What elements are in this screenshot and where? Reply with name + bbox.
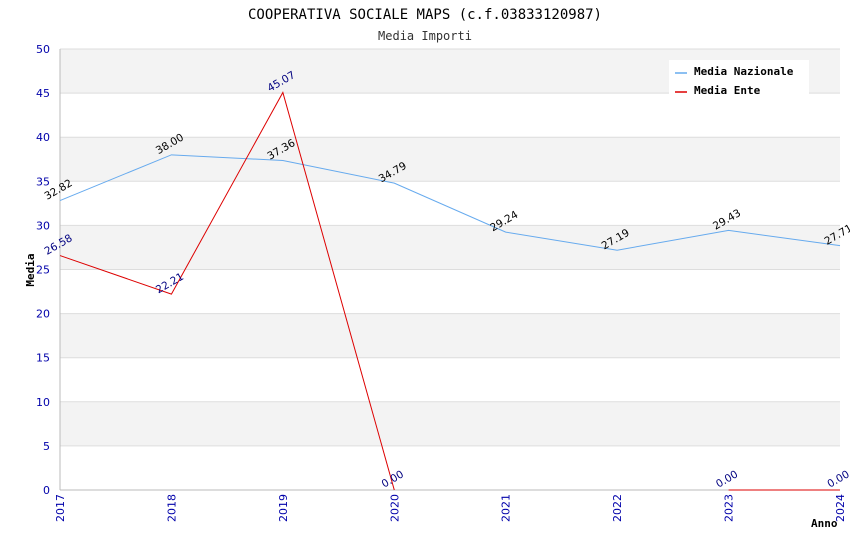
x-tick-labels: 2017 2018 2019 2020 2021 2022 2023 2024	[54, 494, 847, 522]
series-line-ente	[59, 91, 395, 491]
legend-label-nazionale: Media Nazionale	[694, 65, 794, 78]
y-tick-label: 35	[36, 175, 50, 188]
x-tick-label: 2019	[277, 494, 290, 522]
y-axis-label: Media	[24, 253, 37, 286]
chart-subtitle: Media Importi	[378, 29, 472, 43]
x-tick-label: 2021	[500, 494, 513, 522]
y-tick-labels: 0 5 10 15 20 25 30 35 40 45 50	[36, 43, 50, 497]
x-axis-label: Anno	[811, 517, 838, 530]
data-label-ente: 22.21	[154, 271, 186, 296]
grid-band	[60, 313, 840, 358]
x-tick-label: 2017	[54, 494, 67, 522]
y-tick-label: 0	[43, 484, 50, 497]
x-tick-label: 2022	[611, 494, 624, 522]
chart-title: COOPERATIVA SOCIALE MAPS (c.f.0383312098…	[248, 7, 602, 23]
y-tick-label: 20	[36, 308, 50, 321]
grid-band	[60, 225, 840, 270]
x-tick-label: 2020	[388, 494, 401, 522]
legend-label-ente: Media Ente	[694, 84, 761, 97]
series-lines	[59, 91, 841, 491]
data-label-ente: 0.00	[714, 468, 740, 490]
grid-band	[60, 137, 840, 182]
y-tick-label: 45	[36, 87, 50, 100]
y-tick-label: 30	[36, 219, 50, 232]
x-tick-label: 2023	[723, 494, 736, 522]
series-line-nazionale	[59, 154, 841, 251]
data-label-ente: 0.00	[825, 468, 850, 490]
gridlines	[60, 48, 840, 491]
y-tick-label: 25	[36, 264, 50, 277]
y-tick-label: 40	[36, 131, 50, 144]
grid-band	[60, 401, 840, 446]
y-tick-label: 15	[36, 352, 50, 365]
y-tick-label: 50	[36, 43, 50, 56]
x-tick-label: 2018	[165, 494, 178, 522]
grid-bands	[60, 49, 840, 446]
x-tick-label: 2024	[834, 494, 847, 522]
y-tick-label: 10	[36, 396, 50, 409]
legend-box	[669, 60, 809, 96]
legend: Media Nazionale Media Ente	[669, 60, 809, 97]
data-label-ente: 0.00	[380, 468, 406, 490]
y-tick-label: 5	[43, 440, 50, 453]
